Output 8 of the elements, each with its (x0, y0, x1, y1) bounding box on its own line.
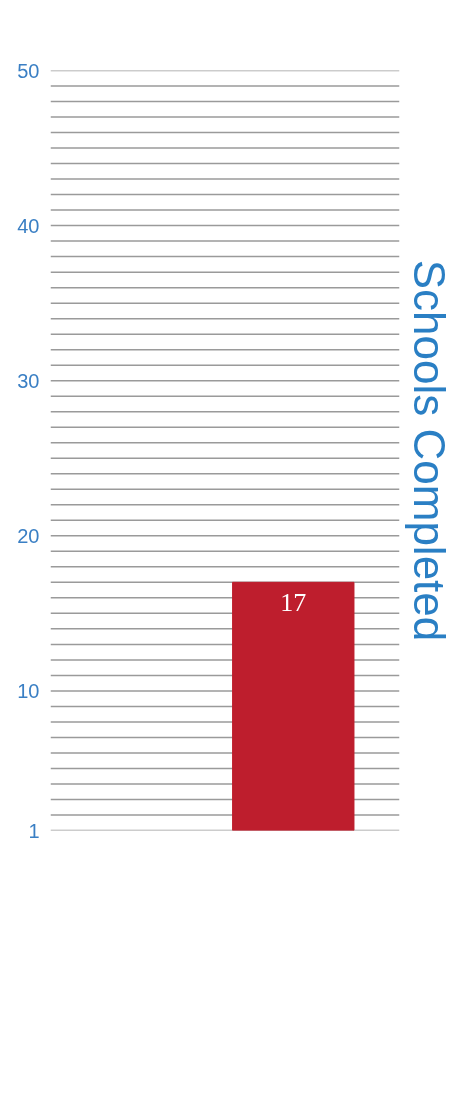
data-label: 17 (280, 588, 307, 618)
y-tick-label: 30 (17, 369, 40, 392)
y-tick-label: 40 (17, 214, 40, 237)
y-tick-label: 10 (17, 679, 40, 702)
y-tick-label: 1 (28, 819, 40, 842)
y-tick-label: 20 (17, 524, 40, 547)
y-tick-label: 50 (17, 59, 40, 82)
y-axis-title: Schools Completed (404, 259, 454, 642)
